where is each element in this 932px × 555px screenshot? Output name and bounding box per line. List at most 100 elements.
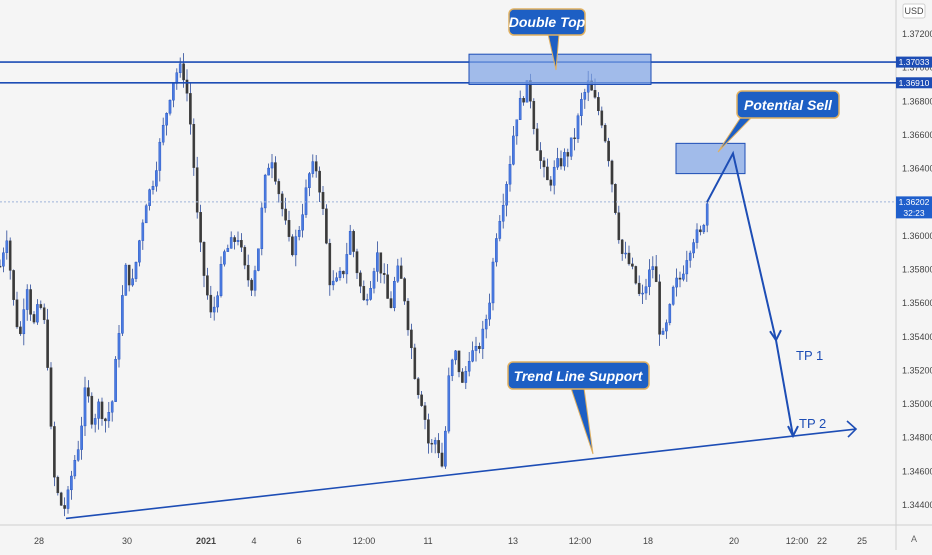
candlesticks — [0, 53, 709, 517]
candle-body — [185, 79, 189, 94]
candle-body — [495, 238, 498, 263]
candle-body — [386, 274, 389, 299]
candle-body — [406, 300, 410, 331]
candle-body — [566, 152, 570, 157]
projection-path[interactable] — [706, 150, 794, 437]
candle-body — [151, 186, 155, 190]
currency-badge[interactable] — [902, 3, 926, 19]
candle-body — [556, 158, 559, 168]
candle-body — [518, 98, 522, 120]
price-tick: 1.35600 — [902, 298, 932, 308]
tp1-arrowhead — [769, 329, 782, 343]
candle-body — [359, 272, 362, 287]
candle-body — [83, 387, 87, 427]
candle-body — [189, 93, 192, 125]
candle-body — [42, 307, 46, 321]
candle-body — [209, 294, 213, 313]
candle-body — [430, 442, 434, 445]
candle-body — [287, 220, 291, 237]
auto-scale-toggle[interactable]: A — [911, 534, 917, 544]
candle-body — [461, 371, 464, 383]
candle-body — [382, 273, 386, 275]
price-tick: 1.37000 — [902, 63, 932, 73]
candle-body — [675, 277, 678, 288]
candle-body — [178, 63, 182, 73]
level-upper-tag[interactable]: 1.37033 — [896, 56, 932, 68]
candle-body — [474, 346, 478, 351]
candle-body — [97, 401, 100, 419]
potential-sell-callout[interactable]: Potential Sell — [717, 90, 840, 153]
double-top-zone[interactable] — [468, 53, 652, 85]
time-tick: 4 — [251, 536, 256, 546]
candle-body — [267, 167, 270, 176]
level-lower-tag[interactable]: 1.36910 — [896, 77, 932, 89]
candle-body — [549, 179, 553, 186]
trend-line-support-callout[interactable]: Trend Line Support — [507, 361, 650, 455]
candle-body — [338, 270, 342, 278]
candle-body — [396, 265, 400, 282]
time-tick: 2021 — [196, 536, 216, 546]
time-axis: 28 30 2021 4 6 12:00 11 13 12:00 18 20 12:00 22 25 — [34, 536, 867, 546]
trend-line-support[interactable] — [65, 435, 794, 520]
candle-body — [270, 162, 274, 169]
candle-body — [634, 266, 638, 284]
candle-body — [610, 160, 614, 185]
candle-body — [464, 371, 468, 383]
candle-body — [260, 207, 264, 249]
candle-body — [233, 237, 236, 242]
candle-body — [172, 83, 175, 101]
candle-body — [76, 449, 80, 461]
candle-body — [70, 475, 73, 491]
current-price-tag[interactable]: 1.36202 32:23 — [896, 196, 932, 219]
price-tick: 1.36400 — [902, 164, 932, 174]
double-top-callout[interactable]: Double Top — [508, 8, 586, 71]
candle-body — [695, 229, 699, 243]
candle-body — [161, 124, 165, 143]
candle-body — [542, 160, 546, 168]
candle-body — [148, 189, 151, 206]
candle-body — [692, 242, 695, 254]
candle-body — [263, 174, 267, 209]
candle-body — [389, 298, 393, 308]
candle-body — [195, 167, 199, 213]
candle-body — [253, 270, 257, 291]
candle-body — [335, 277, 338, 282]
candle-body — [59, 492, 63, 506]
candle-body — [563, 152, 566, 167]
candle-body — [175, 72, 179, 84]
candle-body — [134, 261, 138, 279]
candle-body — [654, 266, 658, 283]
candle-body — [552, 166, 556, 186]
candle-body — [648, 269, 651, 287]
candle-body — [685, 260, 689, 275]
candle-body — [90, 395, 94, 425]
level-upper-value: 1.37033 — [899, 57, 930, 67]
candle-body — [559, 158, 563, 167]
candle-body — [39, 304, 43, 308]
candle-body — [437, 440, 440, 454]
candle-body — [168, 99, 172, 114]
tp2-extension-arrowhead — [846, 420, 858, 438]
candle-body — [607, 140, 610, 162]
candle-body — [19, 326, 22, 335]
time-tick: 18 — [643, 536, 653, 546]
time-tick: 25 — [857, 536, 867, 546]
candle-body — [29, 289, 32, 315]
price-tick: 1.35000 — [902, 399, 932, 409]
candle-body — [127, 264, 131, 286]
price-tick: 1.34800 — [902, 433, 932, 443]
time-tick: 22 — [817, 536, 827, 546]
candle-body — [661, 330, 665, 335]
candle-body — [206, 275, 209, 296]
candle-body — [501, 204, 505, 222]
candle-body — [569, 137, 573, 157]
candle-body — [155, 170, 158, 187]
candle-body — [274, 162, 277, 182]
candle-body — [182, 63, 185, 81]
tp2-extension-line — [792, 428, 857, 437]
candle-body — [66, 489, 70, 509]
candle-body — [423, 405, 427, 420]
candle-body — [36, 304, 39, 323]
